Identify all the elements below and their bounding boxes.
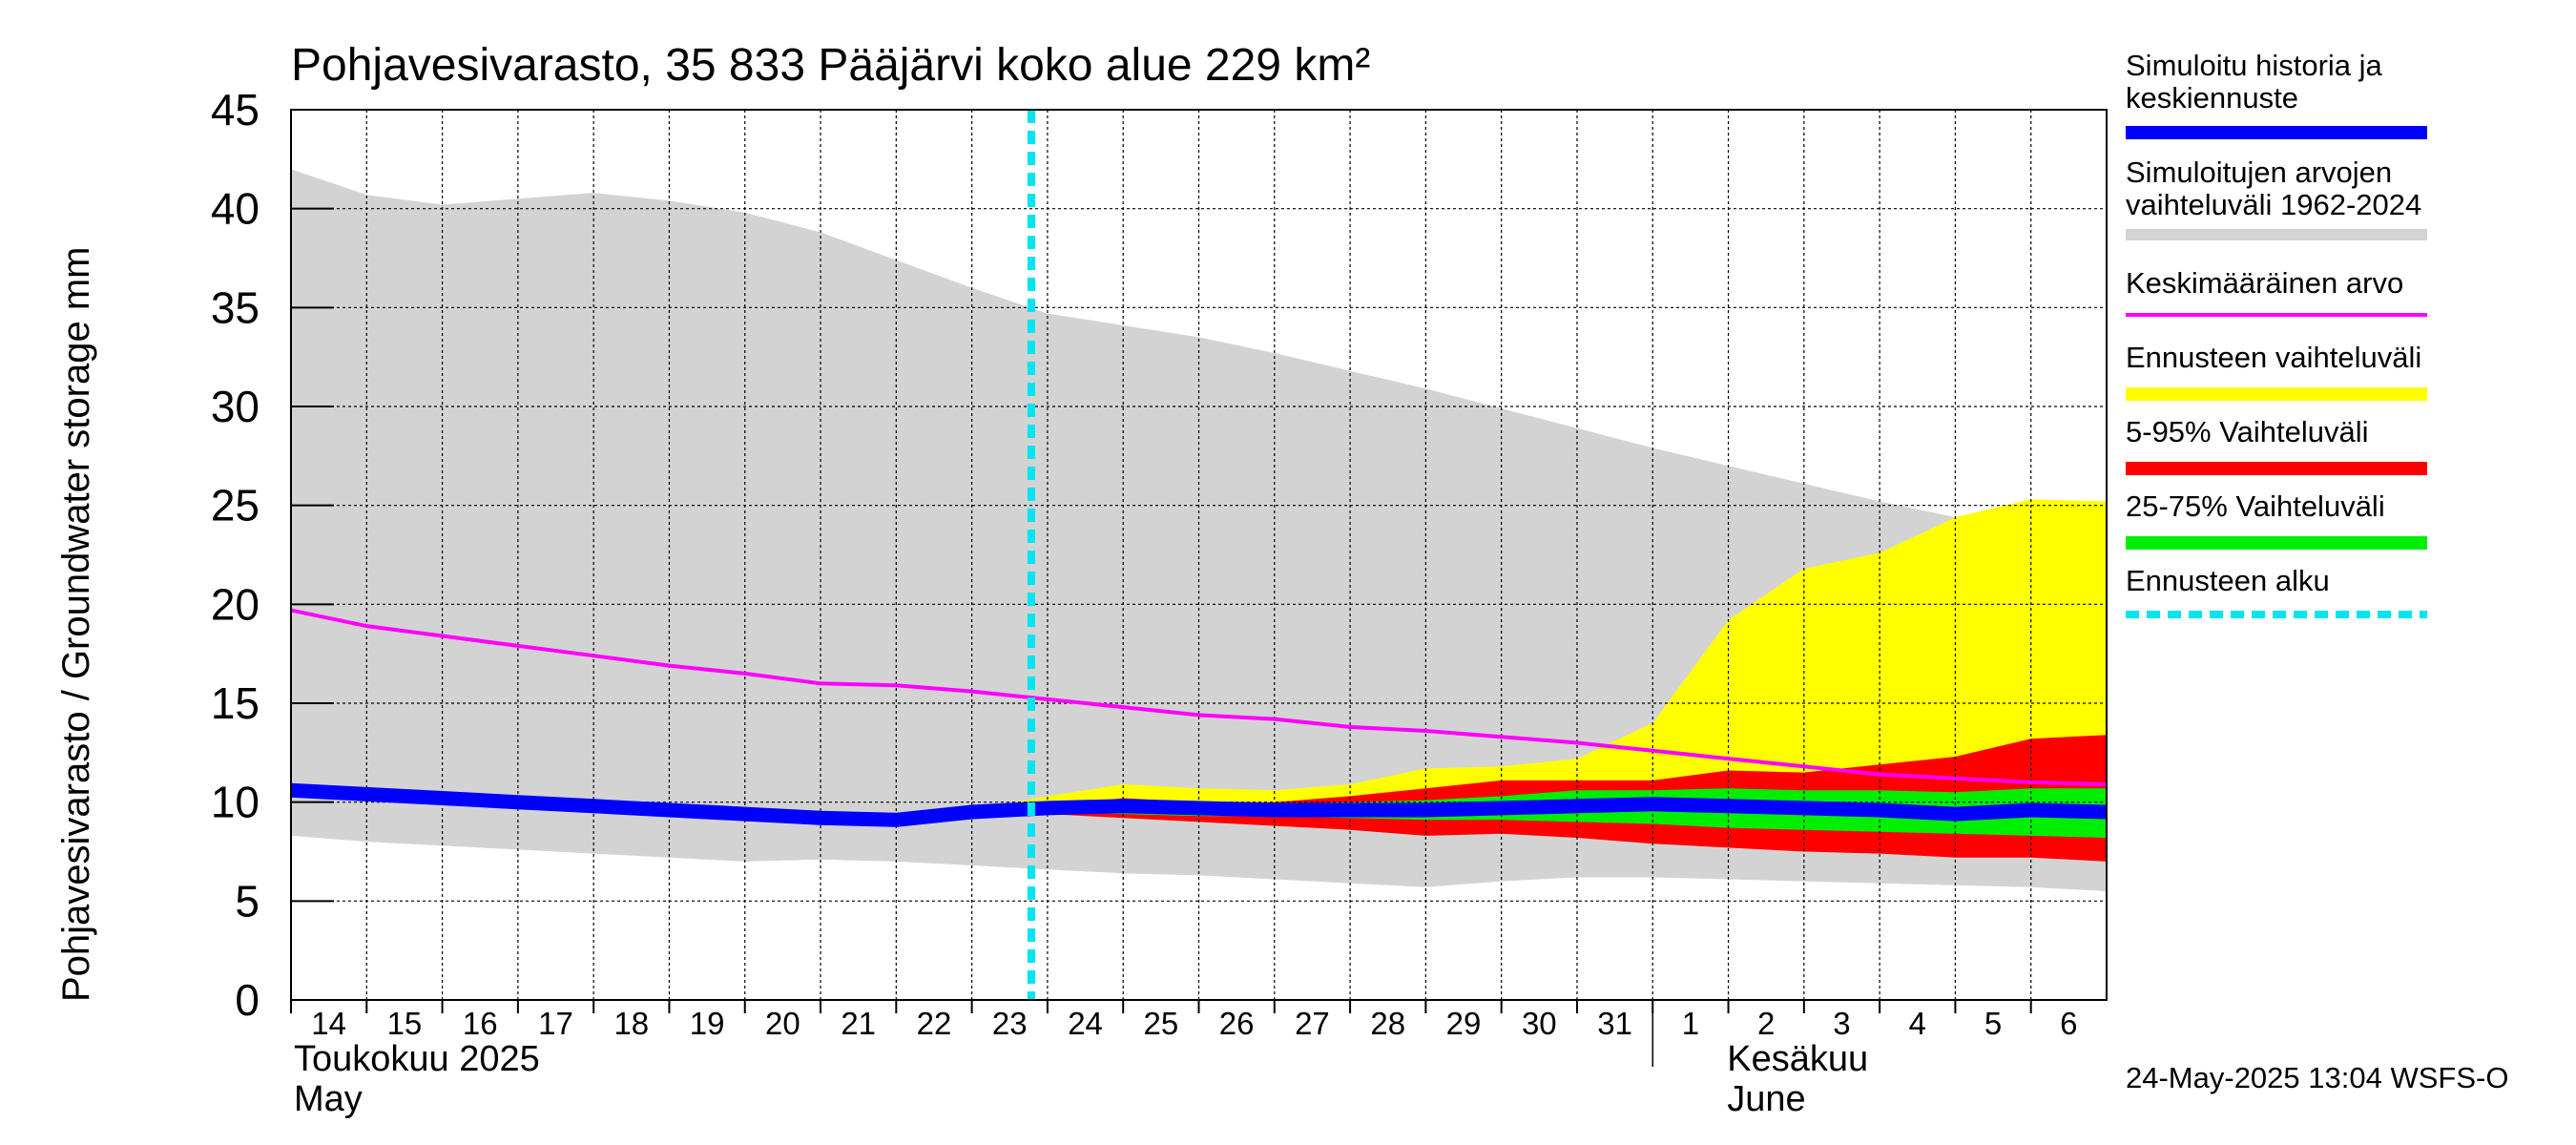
x-tick-label: 16 [463,1006,498,1041]
legend-label: Simuloitujen arvojen vaihteluväli 1962-2… [2126,156,2422,221]
y-tick-label: 35 [211,282,260,332]
legend-label: Ennusteen vaihteluväli [2126,341,2422,374]
legend-label: 5-95% Vaihteluväli [2126,415,2369,448]
x-tick-label: 24 [1068,1006,1103,1041]
legend-swatch [2126,536,2427,550]
chart-title: Pohjavesivarasto, 35 833 Pääjärvi koko a… [291,40,1370,91]
y-tick-label: 45 [211,85,260,135]
x-tick-label: 22 [917,1006,952,1041]
x-tick-label: 4 [1909,1006,1926,1041]
x-tick-label: 23 [992,1006,1028,1041]
timestamp-footer: 24-May-2025 13:04 WSFS-O [2126,1061,2509,1094]
x-tick-label: 30 [1522,1006,1557,1041]
x-tick-label: 31 [1597,1006,1632,1041]
legend-item-red: 5-95% Vaihteluväli [2126,415,2441,475]
legend-item-magenta: Keskimääräinen arvo [2126,266,2441,317]
legend-item-gray: Simuloitujen arvojen vaihteluväli 1962-2… [2126,156,2441,240]
x-tick-label: 18 [613,1006,649,1041]
legend-swatch [2126,313,2427,317]
month-label-line2: June [1727,1079,1805,1119]
x-tick-label: 14 [311,1006,346,1041]
legend-swatch [2126,126,2427,139]
legend-swatch [2126,462,2427,475]
y-tick-label: 20 [211,579,260,629]
x-tick-label: 21 [841,1006,876,1041]
x-tick-label: 15 [387,1006,423,1041]
y-tick-label: 0 [235,975,260,1025]
legend-label: Ennusteen alku [2126,564,2330,597]
x-tick-label: 28 [1370,1006,1405,1041]
y-tick-label: 30 [211,382,260,431]
y-tick-label: 5 [235,876,260,926]
y-axis-label: Pohjavesivarasto / Groundwater storage m… [55,247,97,1002]
y-tick-label: 25 [211,481,260,531]
series-line-keskim-r-inen-arvo [290,608,2108,786]
x-tick-label: 3 [1833,1006,1850,1041]
month-label-line2: May [294,1079,363,1119]
x-tick-label: 1 [1682,1006,1699,1041]
y-tick-label: 40 [211,184,260,234]
y-tick-label: 10 [211,778,260,827]
x-tick-label: 20 [765,1006,800,1041]
legend-item-yellow: Ennusteen vaihteluväli [2126,341,2441,401]
x-tick-label: 26 [1219,1006,1255,1041]
legend-label: Keskimääräinen arvo [2126,266,2404,300]
x-tick-label: 27 [1295,1006,1330,1041]
legend-label: Simuloitu historia ja keskiennuste [2126,49,2382,114]
series-line-simuloitu-historia-ja-keskiennuste [290,782,2108,827]
x-tick-label: 17 [538,1006,573,1041]
x-tick-label: 29 [1446,1006,1482,1041]
x-tick-label: 5 [1984,1006,2002,1041]
x-tick-label: 19 [690,1006,725,1041]
legend-item-green: 25-75% Vaihteluväli [2126,489,2441,550]
month-label-line1: Kesäkuu [1727,1039,1868,1079]
month-label-line1: Toukokuu 2025 [294,1039,540,1079]
legend-item-blue: Simuloitu historia ja keskiennuste [2126,49,2441,139]
legend-label: 25-75% Vaihteluväli [2126,489,2385,523]
legend-item-cyan: Ennusteen alku [2126,564,2441,618]
legend-swatch [2126,387,2427,401]
x-tick-label: 2 [1757,1006,1775,1041]
legend-swatch [2126,229,2427,240]
line-layer [290,110,2108,1000]
y-tick-label: 15 [211,678,260,728]
legend-swatch [2126,611,2427,618]
x-tick-label: 25 [1143,1006,1178,1041]
x-tick-label: 6 [2060,1006,2077,1041]
